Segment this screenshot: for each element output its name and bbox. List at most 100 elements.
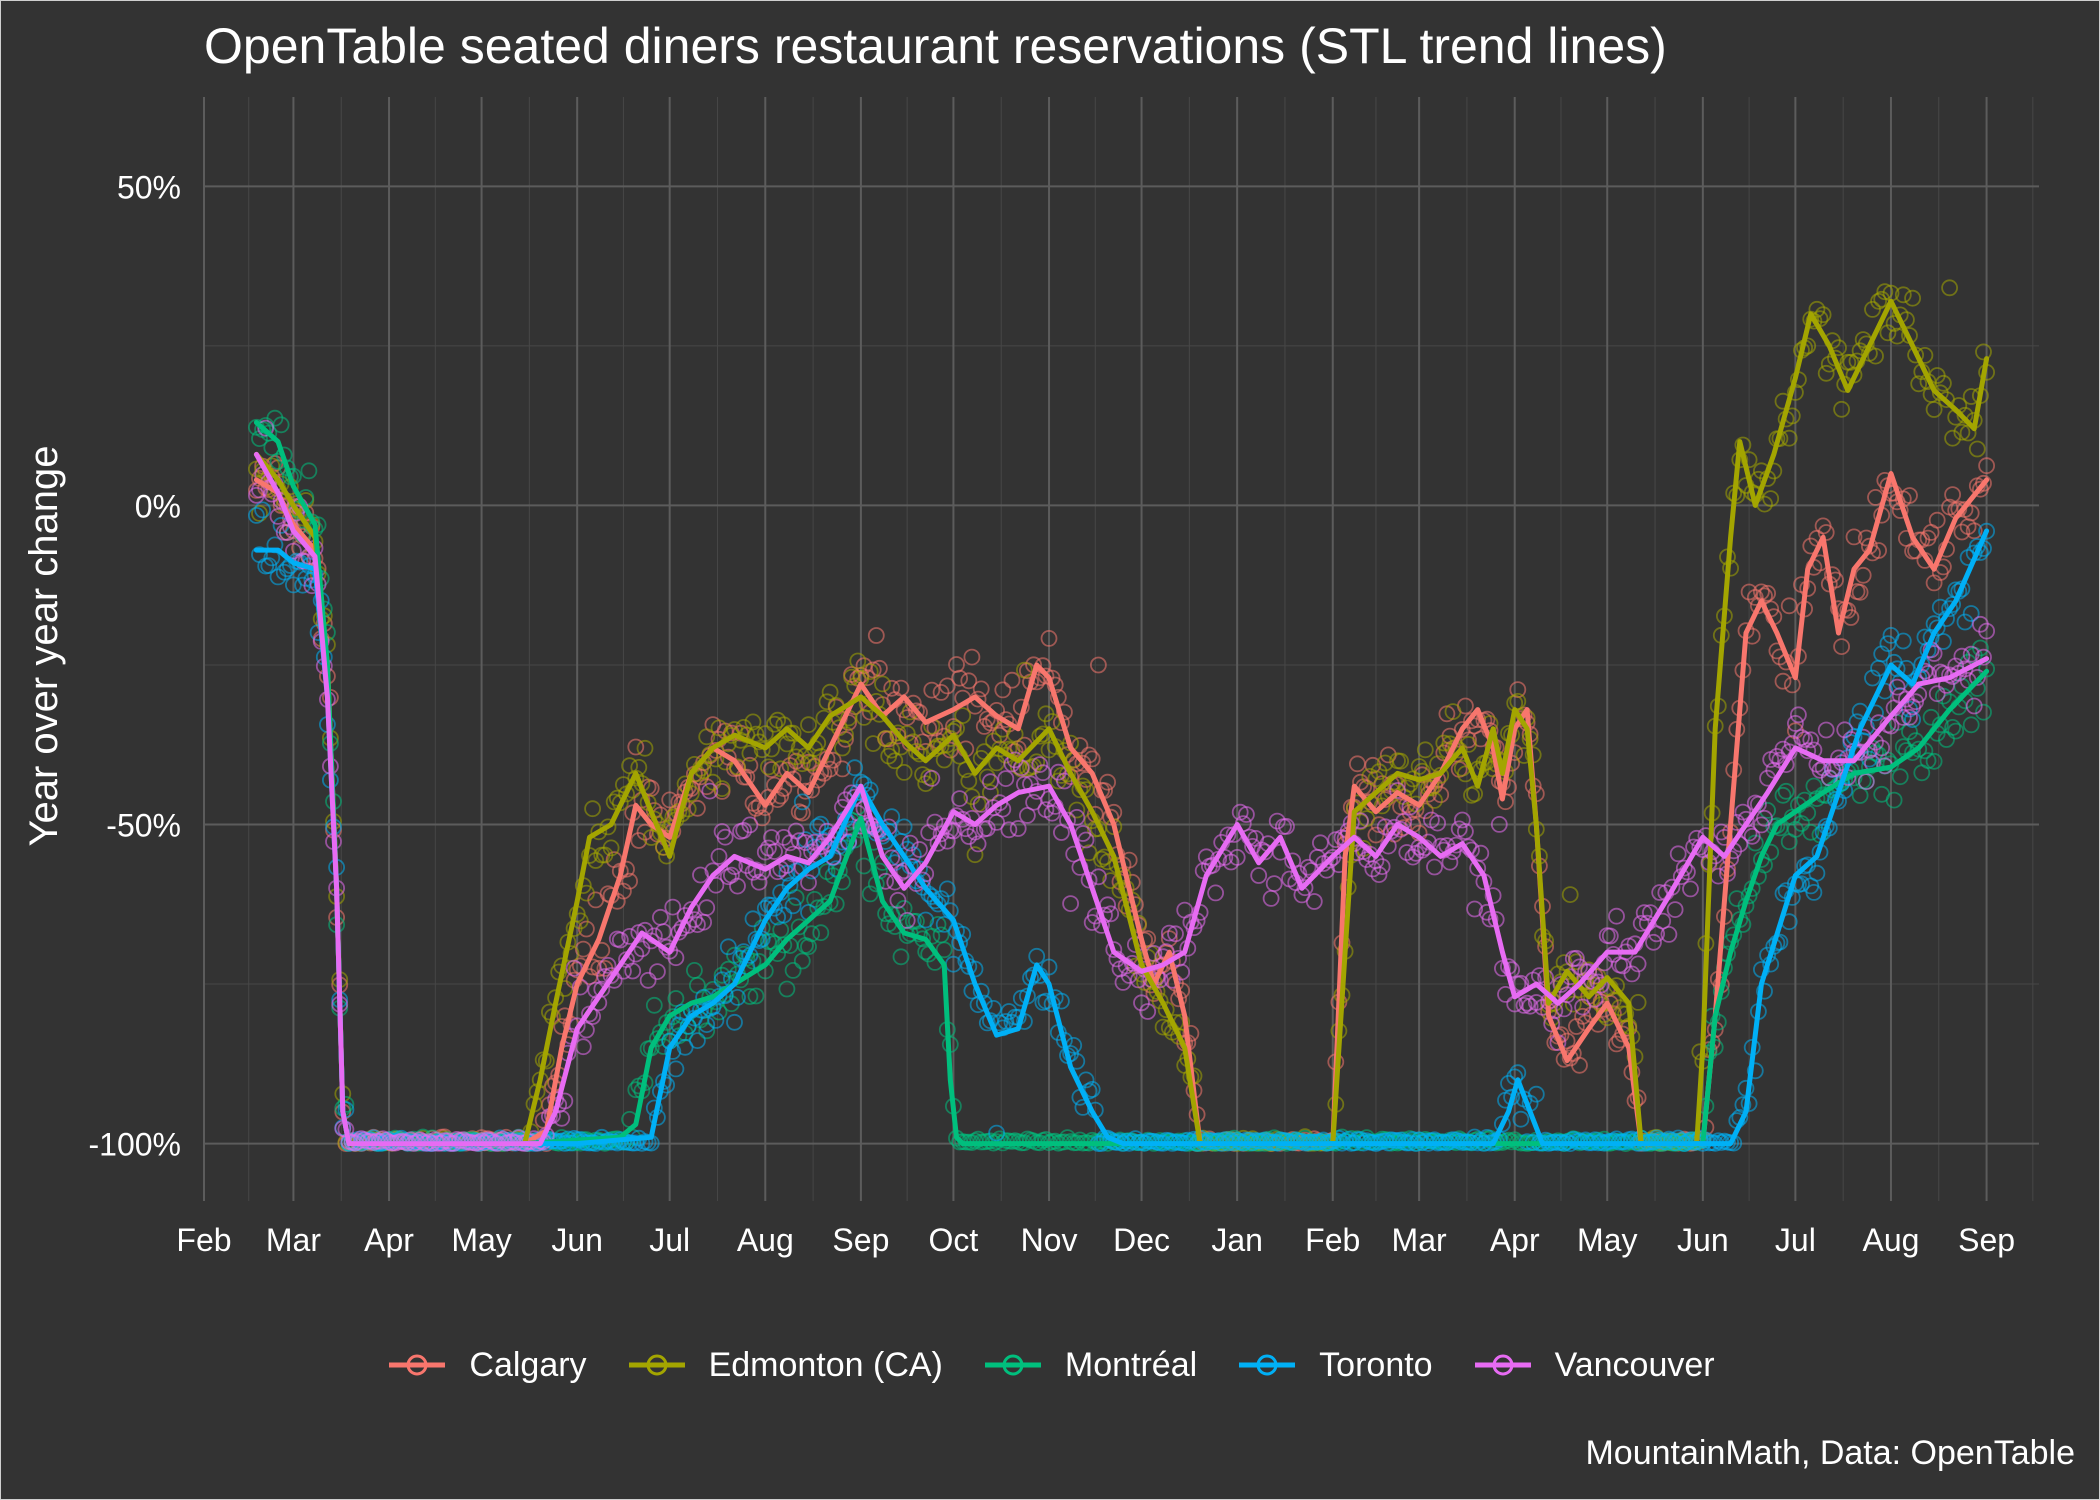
scatter-point <box>1105 941 1123 958</box>
scatter-point <box>729 877 746 895</box>
scatter-point <box>1321 851 1339 869</box>
scatter-point <box>1836 721 1854 739</box>
scatter-point <box>1515 997 1533 1014</box>
scatter-point <box>1071 781 1089 799</box>
scatter-point <box>867 627 885 644</box>
scatter-point <box>1250 867 1268 884</box>
legend-key-vancouver <box>1474 1354 1531 1376</box>
scatter-point <box>1817 364 1835 382</box>
scatter-point <box>667 949 685 967</box>
scatter-point <box>908 912 925 930</box>
scatter-point <box>911 841 928 858</box>
scatter-point <box>1805 777 1823 795</box>
scatter-point <box>1925 401 1943 418</box>
scatter-point <box>747 799 765 817</box>
scatter-point <box>1167 925 1184 943</box>
scatter-point <box>1953 647 1971 665</box>
scatter-point <box>1043 713 1061 730</box>
scatter-point <box>1941 600 1958 618</box>
scatter-point <box>864 661 882 679</box>
scatter-point <box>1527 1085 1545 1103</box>
x-tick-label: Nov <box>1021 1222 1078 1258</box>
x-tick-label: Aug <box>1862 1222 1919 1258</box>
scatter-point <box>1975 648 1992 666</box>
scatter-point <box>886 752 904 770</box>
scatter-point <box>541 1003 558 1021</box>
scatter-point <box>1383 822 1400 840</box>
scatter-point <box>978 820 996 837</box>
scatter-point <box>883 808 901 826</box>
scatter-point <box>284 542 302 560</box>
scatter-point <box>1802 823 1820 841</box>
scatter-point <box>1682 880 1699 898</box>
trend-line-vancouver <box>253 451 1990 1147</box>
scatter-point <box>1028 947 1046 965</box>
legend-label-calgary: Calgary <box>469 1345 587 1384</box>
scatter-point <box>781 877 799 894</box>
scatter-point <box>1965 522 1983 540</box>
scatter-point <box>1965 697 1983 715</box>
scatter-point <box>1873 739 1891 757</box>
scatter-point <box>1956 660 1974 678</box>
scatter-point <box>756 799 774 816</box>
scatter-point <box>994 681 1012 699</box>
scatter-point <box>1962 504 1980 522</box>
trend-line-toronto <box>253 528 1990 1147</box>
scatter-point <box>1833 400 1850 418</box>
scatter-point <box>1543 1015 1561 1033</box>
scatter-point <box>1025 793 1042 811</box>
scatter-point <box>1675 859 1693 877</box>
scatter-point <box>1558 986 1576 1004</box>
scatter-point <box>1978 522 1995 540</box>
scatter-point <box>1160 924 1178 942</box>
scatter-point <box>713 971 731 989</box>
scatter-point <box>251 505 268 522</box>
x-tick-label: Jul <box>1775 1222 1816 1258</box>
scatter-point <box>1207 884 1224 902</box>
scatter-point <box>1833 638 1850 655</box>
scatter-point <box>1777 756 1795 773</box>
scatter-point <box>1416 741 1434 759</box>
scatter-point <box>1669 845 1687 863</box>
scatter-point <box>1799 337 1817 355</box>
scatter-point <box>1780 597 1798 615</box>
scatter-point <box>1580 963 1598 981</box>
scatter-point <box>1099 896 1116 914</box>
scatter-point <box>803 925 820 943</box>
scatter-point <box>911 703 928 721</box>
scatter-point <box>821 683 839 701</box>
scatter-point <box>1429 814 1446 832</box>
scatter-point <box>611 931 629 949</box>
scatter-point <box>741 988 759 1005</box>
scatter-point <box>1102 808 1120 826</box>
scatter-point <box>861 885 879 903</box>
scatter-point <box>1796 731 1813 748</box>
scatter-point <box>1734 803 1752 821</box>
chart-title: OpenTable seated diners restaurant reser… <box>204 18 1667 74</box>
scatter-point <box>1441 853 1459 871</box>
scatter-points <box>247 279 1995 1152</box>
scatter-point <box>1031 727 1049 745</box>
scatter-point <box>1759 802 1776 819</box>
scatter-point <box>932 684 950 701</box>
scatter-point <box>642 829 660 846</box>
scatter-point <box>1555 954 1573 971</box>
scatter-point <box>1901 487 1918 504</box>
scatter-point <box>599 818 617 836</box>
scatter-point <box>766 715 783 733</box>
x-tick-label: Jun <box>551 1222 603 1258</box>
scatter-point <box>574 1038 592 1056</box>
scatter-point <box>1978 660 1995 678</box>
x-tick-label: Dec <box>1113 1222 1170 1258</box>
scatter-point <box>1000 1003 1018 1020</box>
scatter-point <box>735 822 753 839</box>
scatter-point <box>1518 994 1536 1012</box>
scatter-point <box>1820 769 1838 787</box>
scatter-point <box>747 987 765 1005</box>
legend-key-montreal <box>984 1354 1041 1376</box>
scatter-point <box>784 962 802 979</box>
scatter-point <box>658 1076 675 1094</box>
scatter-point <box>1426 858 1443 876</box>
scatter-point <box>800 874 817 891</box>
scatter-point <box>713 780 731 797</box>
